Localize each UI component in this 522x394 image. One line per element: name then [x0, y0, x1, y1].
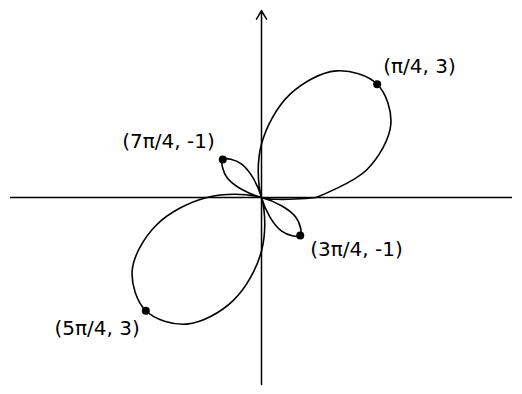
svg-text:(π/4, 3): (π/4, 3)	[383, 54, 456, 78]
svg-text:(5π/4, 3): (5π/4, 3)	[55, 316, 140, 340]
svg-text:(7π/4, -1): (7π/4, -1)	[122, 129, 215, 153]
svg-text:(3π/4, -1): (3π/4, -1)	[310, 237, 403, 261]
